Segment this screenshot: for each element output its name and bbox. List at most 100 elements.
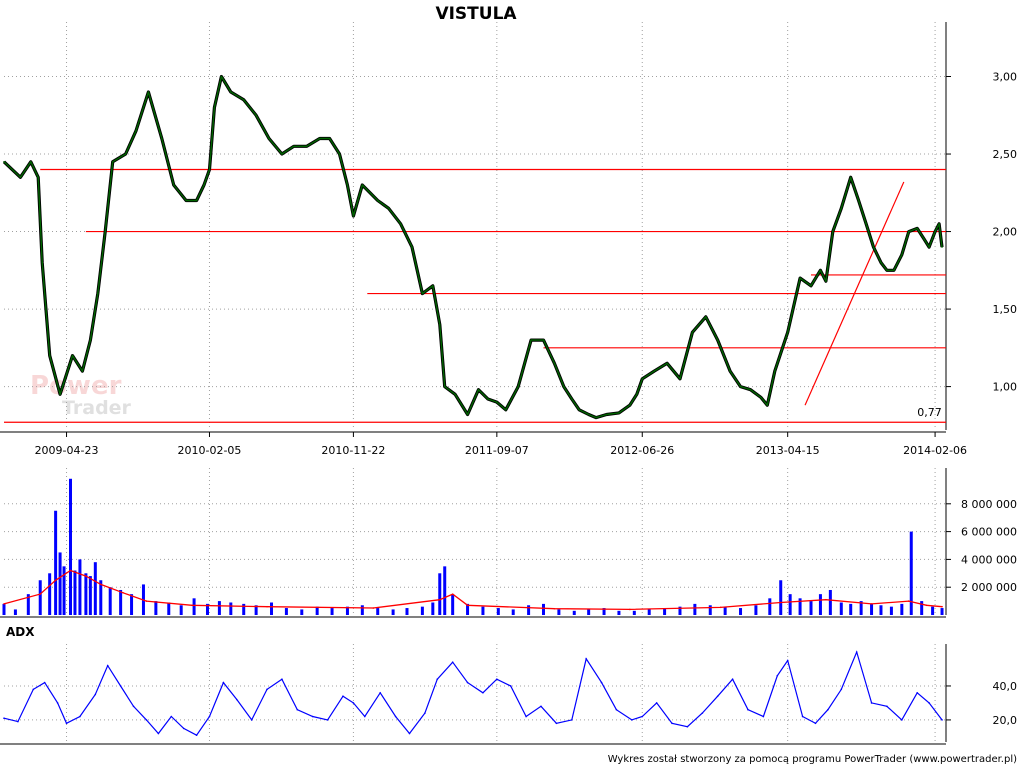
price-point-31	[318, 137, 321, 140]
price-point-55	[563, 385, 565, 388]
price-point-37	[376, 199, 379, 202]
x-tick-label-3: 2011-09-07	[465, 444, 529, 457]
price-point-94	[923, 238, 925, 241]
footer-credit: Wykres został stworzony za pomocą progra…	[608, 754, 1017, 765]
x-tick-label-0: 2009-04-23	[35, 444, 99, 457]
price-point-96	[934, 230, 936, 233]
adx-point-44	[615, 708, 618, 711]
volume-bar-46	[511, 609, 515, 615]
adx-point-42	[585, 657, 587, 660]
volume-bar-10	[78, 559, 82, 615]
price-point-21	[208, 168, 211, 171]
price-point-51	[517, 385, 519, 388]
price-point-48	[487, 398, 489, 400]
volume-bar-60	[723, 606, 727, 615]
volume-average-point-22	[941, 605, 943, 608]
adx-point-47	[655, 702, 658, 704]
price-point-23	[220, 75, 223, 78]
volume-bar-75	[889, 606, 893, 615]
price-point-66	[666, 362, 668, 365]
price-point-16	[161, 137, 163, 140]
volume-bar-36	[391, 609, 395, 615]
adx-point-58	[814, 722, 817, 725]
price-point-52	[530, 339, 532, 341]
price-point-1	[19, 176, 22, 179]
volume-bar-25	[229, 602, 233, 615]
volume-bar-47	[527, 605, 531, 615]
volume-bar-67	[809, 601, 813, 615]
adx-point-55	[776, 674, 779, 677]
price-point-8	[81, 370, 84, 372]
price-point-5	[48, 354, 51, 357]
price-point-15	[147, 91, 150, 93]
volume-bar-35	[376, 608, 380, 615]
adx-point-39	[540, 705, 542, 708]
price-point-46	[466, 413, 469, 416]
volume-average-point-5	[99, 583, 102, 586]
volume-bar-73	[870, 603, 874, 615]
volume-bar-33	[345, 606, 349, 615]
price-annotation-0: 0,77	[917, 406, 942, 419]
adx-point-20	[266, 688, 268, 691]
price-point-59	[595, 416, 597, 419]
volume-bar-48	[541, 603, 545, 615]
volume-y-tick-label-1: 4 000 000	[961, 553, 1017, 566]
price-point-87	[872, 246, 875, 248]
volume-bar-38	[420, 606, 424, 615]
price-point-54	[553, 362, 556, 365]
chart-title: VISTULA	[435, 4, 517, 24]
price-point-81	[825, 280, 827, 282]
price-point-56	[570, 398, 573, 400]
price-point-65	[653, 370, 655, 372]
price-point-47	[477, 388, 480, 391]
price-point-72	[739, 385, 742, 388]
volume-average-point-21	[925, 604, 928, 607]
price-point-64	[641, 378, 644, 380]
adx-point-50	[701, 712, 704, 714]
price-point-60	[605, 413, 608, 416]
adx-point-5	[65, 722, 68, 725]
adx-point-13	[170, 715, 173, 718]
adx-point-19	[250, 719, 253, 721]
volume-bar-57	[678, 606, 682, 615]
volume-bar-65	[788, 594, 792, 615]
x-tick-label-1: 2010-02-05	[178, 444, 242, 457]
volume-bar-34	[360, 605, 364, 615]
price-point-43	[438, 323, 441, 326]
price-point-4	[41, 261, 44, 264]
volume-average-point-6	[122, 591, 124, 594]
volume-bar-4	[48, 573, 52, 615]
volume-bar-80	[940, 608, 944, 615]
volume-bar-44	[481, 606, 485, 615]
price-point-82	[832, 230, 834, 233]
price-point-3	[37, 176, 40, 179]
adx-y-tick-label-1: 40,0	[993, 680, 1018, 693]
volume-average-point-9	[266, 605, 268, 608]
price-point-79	[810, 285, 812, 287]
adx-point-45	[631, 719, 633, 721]
x-tick-label-6: 2014-02-06	[903, 444, 967, 457]
volume-y-tick-label-2: 6 000 000	[961, 526, 1017, 539]
adx-point-17	[222, 681, 225, 684]
volume-bar-7	[62, 566, 66, 615]
adx-point-34	[466, 681, 469, 684]
price-point-61	[618, 412, 620, 414]
adx-point-65	[916, 691, 919, 694]
adx-point-38	[525, 715, 527, 718]
adx-point-1	[17, 720, 19, 723]
adx-point-60	[840, 688, 843, 691]
price-y-tick-label-0: 1,00	[993, 381, 1018, 394]
volume-bar-32	[330, 608, 334, 615]
volume-bar-9	[73, 570, 77, 615]
adx-point-51	[716, 695, 719, 697]
adx-point-7	[94, 693, 97, 696]
volume-bar-23	[205, 603, 209, 615]
price-point-93	[916, 227, 919, 230]
price-point-0	[3, 160, 5, 163]
adx-point-57	[801, 715, 804, 718]
price-point-30	[305, 145, 308, 148]
volume-bar-2	[26, 594, 30, 615]
volume-bar-0	[2, 603, 6, 615]
volume-bar-20	[167, 602, 171, 615]
